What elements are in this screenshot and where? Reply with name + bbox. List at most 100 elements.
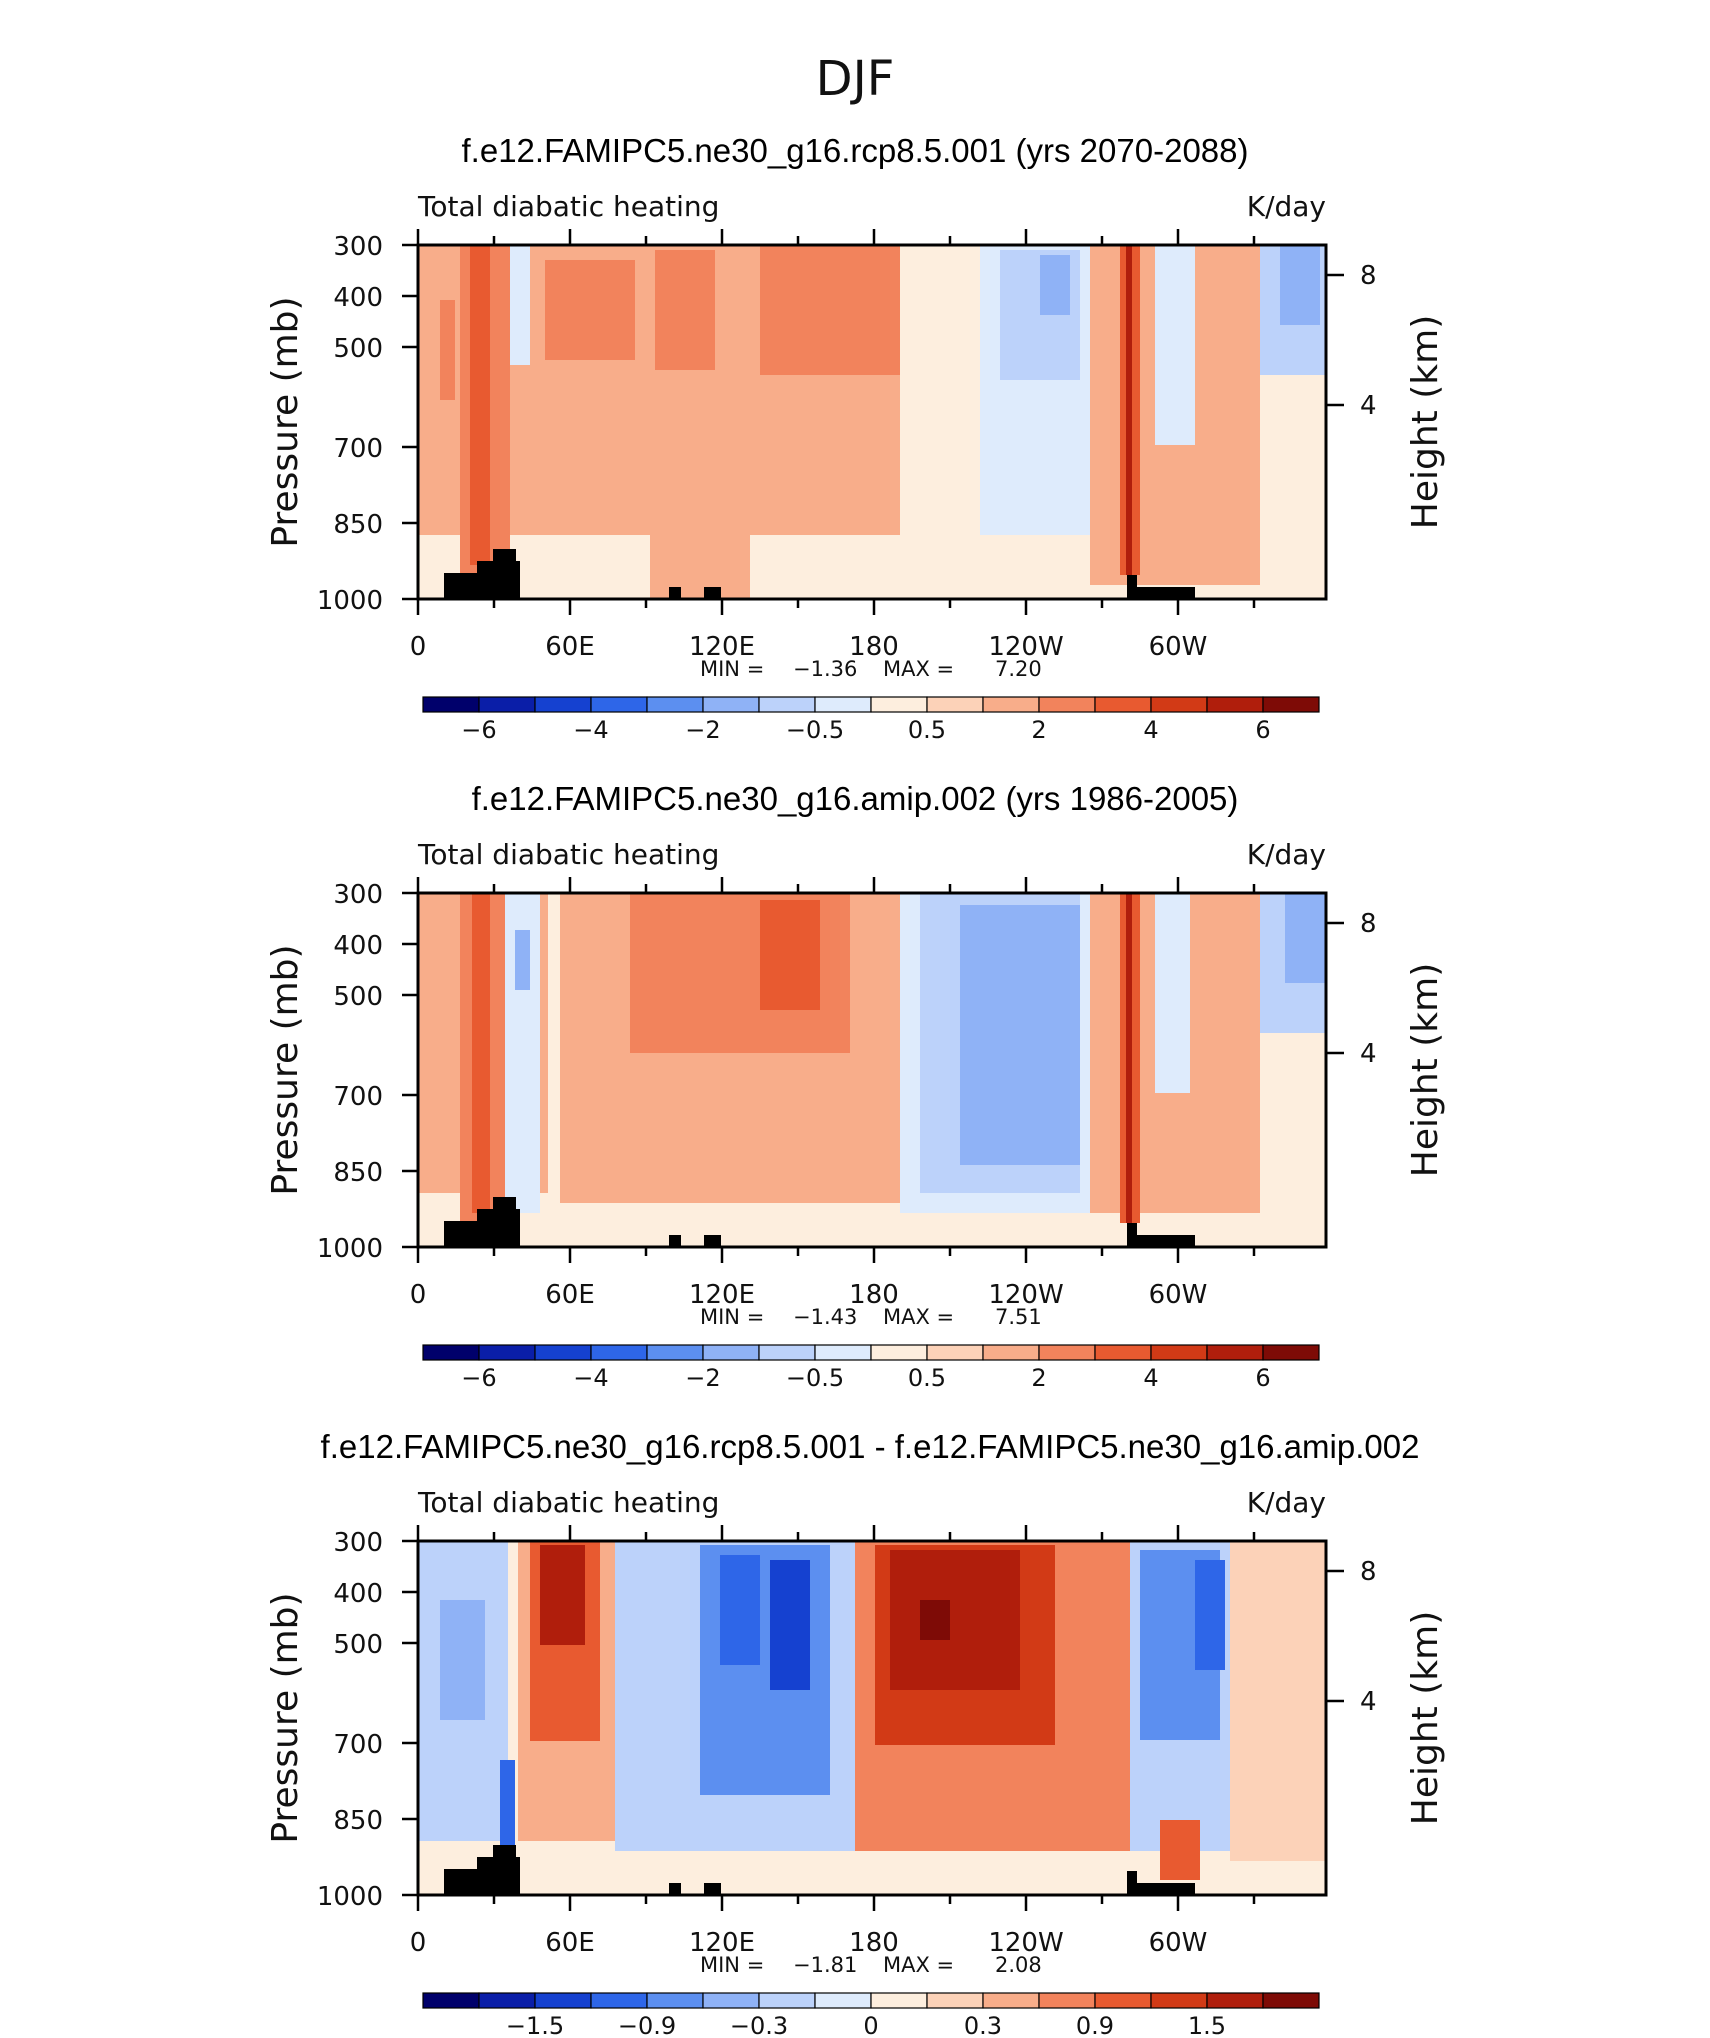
units-string: K/day [1247, 838, 1326, 871]
units-string: K/day [1247, 1486, 1326, 1519]
y-tick-label: 500 [333, 1630, 383, 1660]
colorbar-box [1206, 1344, 1264, 1361]
min-value: −1.43 [793, 1305, 857, 1329]
colorbar-label: 0.5 [908, 1364, 946, 1392]
axis-ticks [402, 877, 1344, 1263]
colorbar-box [870, 1992, 928, 2009]
plot-frame [416, 1539, 1328, 1897]
colorbar: −6 −4 −2 −0.5 0.5 2 4 6 [422, 696, 1320, 744]
contour-field [418, 1541, 1326, 1880]
colorbar: −6 −4 −2 −0.5 0.5 2 4 6 [422, 1344, 1320, 1392]
colorbar-box [1150, 1992, 1208, 2009]
topography-block [704, 1883, 721, 1895]
y-tick-label: 700 [333, 434, 383, 464]
colorbar-label: 2 [1031, 716, 1046, 744]
colorbar-box [926, 696, 984, 713]
axis-ticks [402, 229, 1344, 615]
x-tick-label: 180 [849, 1928, 899, 1958]
min-value: −1.36 [793, 657, 857, 681]
colorbar-box [534, 696, 592, 713]
y-tick-label: 400 [333, 1579, 383, 1609]
colorbar-box [1038, 696, 1096, 713]
plot-frame [416, 243, 1328, 601]
colorbar-box [1038, 1344, 1096, 1361]
topography-block [493, 1845, 516, 1895]
y-tick-label: 700 [333, 1082, 383, 1112]
colorbar-box [646, 1992, 704, 2009]
x-tick-label: 0 [410, 1928, 427, 1958]
colorbar-box [982, 696, 1040, 713]
contour-field [418, 245, 1326, 599]
contour-band [440, 1600, 485, 1720]
colorbar-box [422, 696, 480, 713]
axis-ticks [402, 1525, 1344, 1911]
x-tick-label: 60E [545, 632, 595, 662]
colorbar-box [1038, 1992, 1096, 2009]
contour-band [720, 1555, 760, 1665]
colorbar-label: 6 [1255, 1364, 1270, 1392]
contour-band [540, 1545, 585, 1645]
y-tick-label: 850 [333, 510, 383, 540]
colorbar-box [590, 696, 648, 713]
min-label: MIN = [700, 1305, 764, 1329]
y-tick-label: 1000 [317, 1234, 383, 1264]
y-tick-label: 700 [333, 1730, 383, 1760]
colorbar-box [702, 696, 760, 713]
colorbar-box [1262, 1344, 1320, 1361]
contour-band [1155, 893, 1190, 1093]
topography-mask [444, 1197, 1195, 1247]
colorbar-box [422, 1344, 480, 1361]
max-label: MAX = [883, 1305, 954, 1329]
colorbar-label: −4 [573, 716, 608, 744]
panel-rcp85: f.e12.FAMIPC5.ne30_g16.rcp8.5.001 (yrs 2… [265, 132, 1446, 744]
y-axis-title: Pressure (mb) [265, 1592, 306, 1843]
height-tick-label: 8 [1360, 909, 1377, 939]
colorbar-box [534, 1992, 592, 2009]
x-tick-label: 60E [545, 1280, 595, 1310]
y-tick-label: 850 [333, 1806, 383, 1836]
colorbar-box [534, 1344, 592, 1361]
y-tick-label: 300 [333, 1528, 383, 1558]
x-tick-label: 60E [545, 1928, 595, 1958]
topography-mask [444, 549, 1195, 599]
contour-band [770, 1560, 810, 1690]
x-tick-label: 120W [988, 1928, 1063, 1958]
height-tick-label: 8 [1360, 1557, 1377, 1587]
plot-frame [416, 891, 1328, 1249]
contour-band [1126, 245, 1132, 575]
contour-band [700, 1545, 830, 1795]
height-tick-label: 4 [1360, 1687, 1377, 1717]
max-label: MAX = [883, 1953, 954, 1977]
height-tick-label: 8 [1360, 261, 1377, 291]
topography-block [704, 587, 721, 599]
left-string: Total diabatic heating [417, 190, 719, 223]
x-tick-label: 180 [849, 1280, 899, 1310]
colorbar-label: 0.5 [908, 716, 946, 744]
x-tick-label: 60W [1149, 632, 1208, 662]
colorbar-box [478, 1992, 536, 2009]
y-tick-label: 300 [333, 232, 383, 262]
colorbar-box [1206, 696, 1264, 713]
contour-band [1230, 1541, 1326, 1861]
y-tick-label: 1000 [317, 586, 383, 616]
x-tick-label: 60W [1149, 1928, 1208, 1958]
topography-block [704, 1235, 721, 1247]
contour-band [760, 245, 900, 375]
colorbar-label: −1.5 [506, 2012, 564, 2038]
topography-mask [444, 1845, 1195, 1895]
colorbar-label: 4 [1143, 1364, 1158, 1392]
colorbar-label: −2 [685, 1364, 720, 1392]
colorbar-label: 0.9 [1076, 2012, 1114, 2038]
max-label: MAX = [883, 657, 954, 681]
colorbar-label: −6 [461, 716, 496, 744]
contour-band [920, 1600, 950, 1640]
colorbar-box [1206, 1992, 1264, 2009]
min-value: −1.81 [793, 1953, 857, 1977]
colorbar-label: −0.5 [786, 1364, 844, 1392]
min-label: MIN = [700, 657, 764, 681]
topography-block [669, 1235, 681, 1247]
max-value: 7.51 [995, 1305, 1042, 1329]
colorbar-box [926, 1344, 984, 1361]
x-tick-label: 0 [410, 632, 427, 662]
